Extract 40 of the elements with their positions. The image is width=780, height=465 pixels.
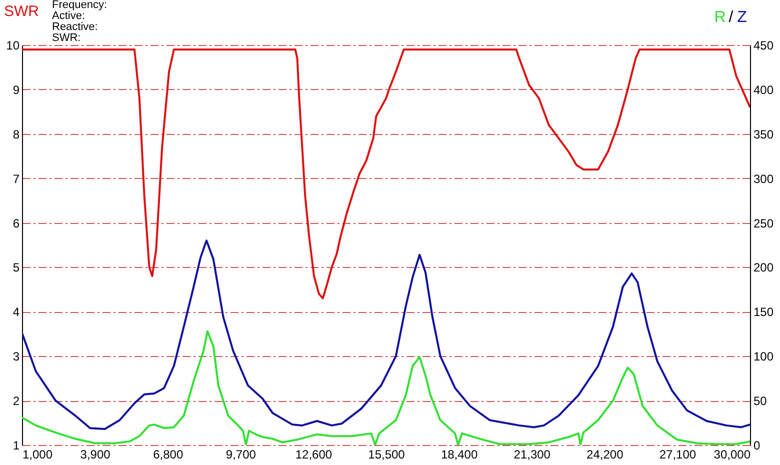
text: Reactive: bbox=[52, 21, 98, 33]
y2-tick-label: 0 bbox=[754, 438, 760, 452]
text: Active: bbox=[52, 10, 86, 22]
y2-axis-title: R / Z bbox=[714, 9, 748, 26]
x-tick-label: 6,800 bbox=[153, 448, 184, 462]
x-tick-label: 21,300 bbox=[514, 448, 551, 462]
x-tick-label: 3,900 bbox=[80, 448, 111, 462]
x-tick-label: 27,100 bbox=[659, 448, 696, 462]
y-tick-label: 4 bbox=[12, 305, 20, 320]
line-series bbox=[22, 240, 750, 430]
text: SWR: bbox=[52, 32, 81, 44]
x-tick-label: 30,000 bbox=[714, 448, 751, 462]
y2-tick-label: 400 bbox=[754, 82, 774, 97]
y-tick-label: 1 bbox=[12, 438, 20, 452]
x-tick-label: 1,000 bbox=[22, 448, 53, 462]
line-series bbox=[22, 48, 750, 300]
y-tick-label: 6 bbox=[12, 216, 20, 230]
y-axis-title: SWR bbox=[4, 3, 40, 20]
x-tick-label: 18,400 bbox=[440, 448, 478, 462]
y2-tick-label: 50 bbox=[754, 394, 768, 408]
y2-tick-label: 250 bbox=[754, 216, 774, 230]
x-tick-label: 15,500 bbox=[368, 448, 406, 462]
line-series bbox=[22, 330, 750, 445]
y-tick-label: 8 bbox=[12, 127, 20, 142]
y2-tick-label: 350 bbox=[754, 127, 774, 142]
x-tick-label: 9,700 bbox=[226, 448, 256, 462]
y2-tick-label: 200 bbox=[754, 260, 774, 275]
x-tick-label: 12,600 bbox=[295, 448, 332, 462]
y-tick-label: 7 bbox=[12, 172, 20, 186]
y2-tick-label: 100 bbox=[754, 350, 774, 364]
y2-tick-label: 300 bbox=[754, 172, 774, 186]
y-tick-label: 5 bbox=[12, 260, 20, 275]
y2-tick-label: 450 bbox=[754, 38, 774, 52]
y-tick-label: 9 bbox=[12, 82, 20, 97]
x-tick-label: 24,200 bbox=[586, 448, 624, 462]
y-tick-label: 3 bbox=[12, 350, 20, 364]
y-tick-label: 10 bbox=[6, 38, 20, 52]
text: Frequency: bbox=[52, 0, 108, 11]
y2-tick-label: 150 bbox=[754, 305, 774, 320]
y-tick-label: 2 bbox=[12, 394, 20, 408]
